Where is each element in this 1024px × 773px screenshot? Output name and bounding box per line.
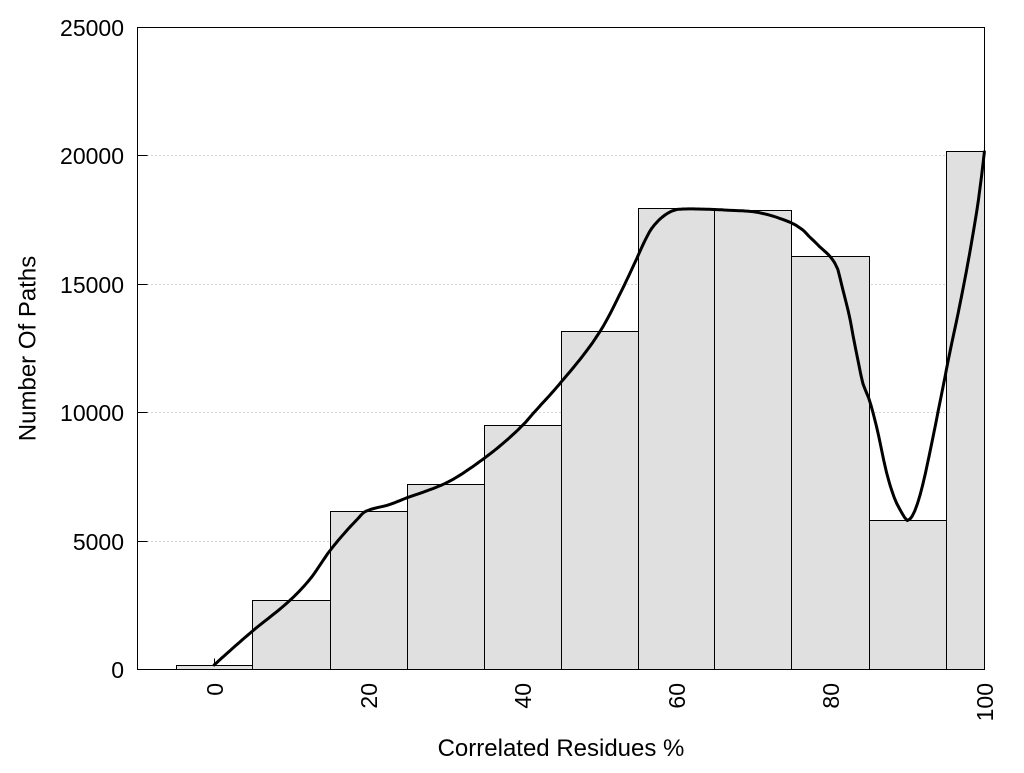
- svg-text:5000: 5000: [73, 529, 124, 555]
- svg-text:10000: 10000: [60, 400, 124, 426]
- svg-text:0: 0: [202, 683, 228, 696]
- svg-text:100: 100: [972, 683, 998, 721]
- svg-text:15000: 15000: [60, 272, 124, 298]
- svg-text:40: 40: [510, 683, 536, 709]
- svg-text:Correlated Residues %: Correlated Residues %: [438, 735, 685, 762]
- svg-text:80: 80: [818, 683, 844, 709]
- svg-text:25000: 25000: [60, 15, 124, 41]
- svg-text:0: 0: [111, 657, 124, 683]
- svg-text:20000: 20000: [60, 143, 124, 169]
- svg-text:20: 20: [356, 683, 382, 709]
- svg-text:Number Of Paths: Number Of Paths: [15, 256, 42, 441]
- svg-text:60: 60: [664, 683, 690, 709]
